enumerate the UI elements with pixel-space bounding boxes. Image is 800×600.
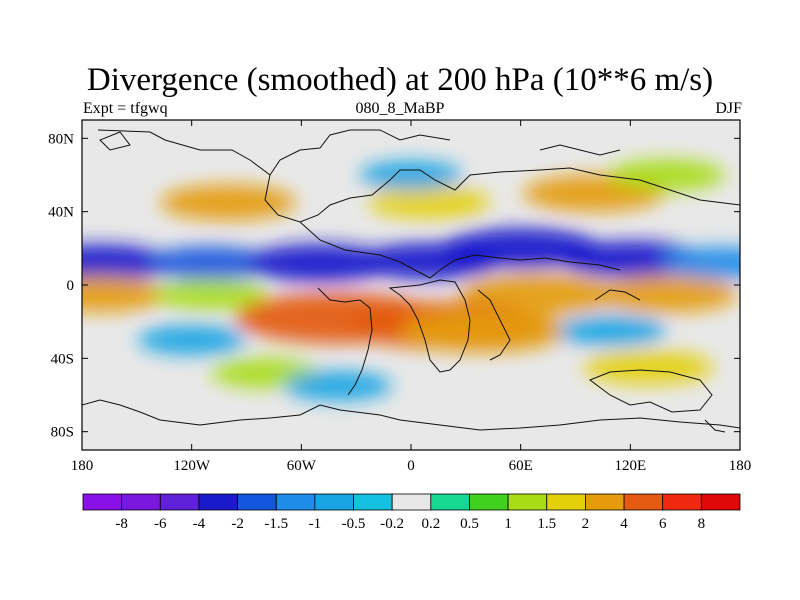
season-label: DJF	[715, 100, 742, 117]
field-blob-2	[246, 243, 394, 283]
colorbar-label-11: 1.5	[537, 516, 556, 532]
x-tick-label-1: 120W	[173, 458, 211, 474]
case-label: 080_8_MaBP	[355, 100, 445, 117]
field-blob-22	[359, 160, 463, 190]
colorbar-box-6	[314, 493, 354, 511]
colorbar-label-1: -6	[154, 516, 167, 532]
colorbar-label-10: 1	[504, 516, 512, 532]
field-blob-23	[283, 370, 392, 401]
colorbar-box-16	[700, 493, 741, 511]
field-blob-1	[147, 246, 273, 280]
x-axis: 180 120W 60W 0 60E 120E 180	[71, 120, 752, 474]
colorbar-box-7	[353, 493, 393, 511]
colorbar-label-6: -0.5	[342, 516, 366, 532]
field-blob-8	[153, 278, 267, 310]
field-blob-13	[399, 309, 569, 353]
field-blob-0	[82, 244, 172, 282]
x-tick-label-4: 60E	[509, 458, 533, 474]
colorbar-box-15	[662, 493, 702, 511]
x-tick-label-3: 0	[407, 458, 415, 474]
colorbar-label-15: 8	[698, 516, 706, 532]
colorbar-label-3: -2	[231, 516, 244, 532]
colorbar-box-0	[82, 493, 123, 511]
colorbar-label-4: -1.5	[264, 516, 288, 532]
colorbar-box-13	[585, 493, 625, 511]
field-blob-14	[160, 184, 297, 221]
colorbar-box-5	[275, 493, 316, 511]
field-blob-5	[559, 240, 702, 278]
field-blob-9	[459, 273, 619, 315]
colorbar-label-5: -1	[309, 516, 322, 532]
coastlines	[82, 129, 740, 433]
x-tick-label-0: 180	[71, 458, 94, 474]
colorbar-label-8: 0.2	[421, 516, 440, 532]
x-tick-label-2: 60W	[287, 458, 317, 474]
y-tick-label-2: 0	[67, 278, 75, 294]
colorbar-box-4	[237, 493, 277, 511]
y-tick-label-4: 80S	[51, 425, 74, 441]
field-blob-17	[608, 159, 726, 191]
field-blob-15	[368, 186, 491, 219]
colorbar-box-9	[430, 493, 470, 511]
divergence-field	[82, 159, 740, 401]
field-blob-6	[662, 246, 740, 280]
colorbar-label-14: 6	[659, 516, 667, 532]
colorbar-label-0: -8	[115, 516, 128, 532]
colorbar-label-12: 2	[582, 516, 590, 532]
colorbar-box-1	[121, 493, 161, 511]
field-blob-21	[558, 315, 667, 346]
colorbar-label-2: -4	[193, 516, 206, 532]
y-axis: 80N 40N 0 40S 80S	[48, 131, 740, 441]
colorbar-box-8	[391, 493, 432, 511]
colorbar-box-2	[159, 493, 200, 511]
y-tick-label-3: 40S	[51, 351, 74, 367]
x-tick-label-6: 180	[729, 458, 752, 474]
colorbar-labels: -8 -6 -4 -2 -1.5 -1 -0.5 -0.2 0.2 0.5 1 1.5 2 4 6 8	[115, 516, 705, 532]
x-tick-label-5: 120E	[614, 458, 646, 474]
colorbar-label-7: -0.2	[380, 516, 404, 532]
field-blob-7	[82, 276, 169, 313]
chart-title: Divergence (smoothed) at 200 hPa (10**6 …	[86, 62, 714, 98]
field-blob-20	[137, 325, 246, 355]
colorbar-label-13: 4	[620, 516, 628, 532]
colorbar	[82, 493, 741, 511]
field-blob-10	[596, 275, 738, 313]
colorbar-box-14	[623, 493, 664, 511]
colorbar-box-3	[198, 493, 238, 511]
colorbar-box-12	[546, 493, 586, 511]
colorbar-box-10	[469, 493, 509, 511]
field-blob-18	[583, 350, 714, 385]
y-tick-label-0: 80N	[48, 131, 74, 147]
experiment-label: Expt = tfgwq	[83, 100, 168, 117]
colorbar-label-9: 0.5	[460, 516, 479, 532]
y-tick-label-1: 40N	[48, 205, 74, 221]
colorbar-box-11	[507, 493, 548, 511]
